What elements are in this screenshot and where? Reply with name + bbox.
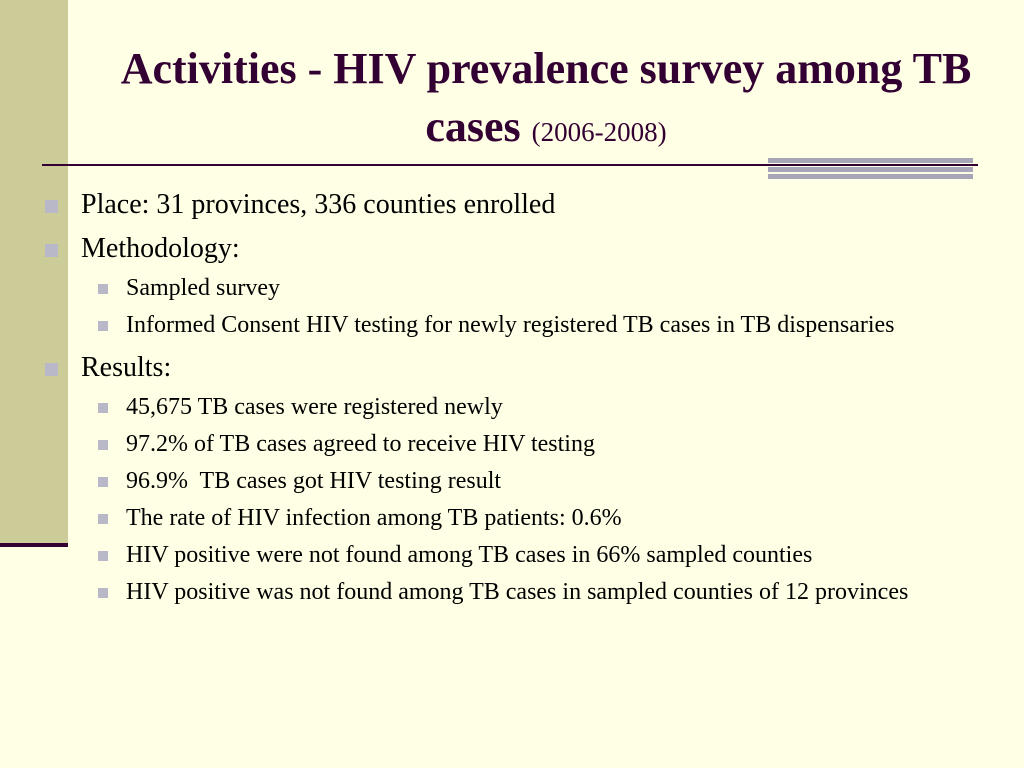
square-bullet-icon (98, 514, 108, 524)
accent-bar (768, 158, 973, 163)
sub-bullet-text: HIV positive were not found among TB cas… (126, 542, 813, 568)
square-bullet-icon (98, 321, 108, 331)
square-bullet-icon (98, 477, 108, 487)
bullet-results: Results: (44, 351, 994, 385)
slide-body: Place: 31 provinces, 336 counties enroll… (44, 178, 994, 612)
sub-bullet-text: 45,675 TB cases were registered newly (126, 394, 503, 420)
sub-bullet: HIV positive was not found among TB case… (44, 576, 986, 608)
square-bullet-icon (45, 363, 58, 376)
bullet-text: Results: (81, 352, 172, 383)
sub-bullet-text: Informed Consent HIV testing for newly r… (126, 312, 895, 338)
bullet-place: Place: 31 provinces, 336 counties enroll… (44, 188, 994, 222)
side-band (0, 0, 68, 545)
sub-bullet: 96.9% TB cases got HIV testing result (44, 465, 986, 497)
square-bullet-icon (98, 403, 108, 413)
methodology-sublist: Sampled survey Informed Consent HIV test… (44, 272, 994, 341)
square-bullet-icon (45, 200, 58, 213)
sub-bullet: The rate of HIV infection among TB patie… (44, 502, 986, 534)
square-bullet-icon (98, 284, 108, 294)
sub-bullet: Informed Consent HIV testing for newly r… (44, 309, 986, 341)
square-bullet-icon (98, 440, 108, 450)
accent-bar (768, 167, 973, 172)
sub-bullet-text: 96.9% TB cases got HIV testing result (126, 468, 502, 494)
sub-bullet-text: 97.2% of TB cases agreed to receive HIV … (126, 431, 595, 457)
sub-bullet: HIV positive were not found among TB cas… (44, 539, 986, 571)
bullet-text: Methodology: (81, 233, 240, 264)
bullet-text: Place: 31 provinces, 336 counties enroll… (81, 189, 556, 220)
sub-bullet-text: The rate of HIV infection among TB patie… (126, 505, 622, 531)
title-main: Activities - HIV prevalence survey among… (120, 44, 972, 151)
square-bullet-icon (98, 588, 108, 598)
side-rule (0, 543, 68, 547)
accent-bar (768, 174, 973, 179)
sub-bullet-text: HIV positive was not found among TB case… (126, 579, 909, 605)
title-date-range: (2006-2008) (531, 117, 667, 147)
results-sublist: 45,675 TB cases were registered newly 97… (44, 391, 994, 608)
slide-title: Activities - HIV prevalence survey among… (68, 40, 1024, 161)
square-bullet-icon (98, 551, 108, 561)
sub-bullet-text: Sampled survey (126, 275, 280, 301)
title-rule (42, 164, 978, 166)
bullet-methodology: Methodology: (44, 232, 994, 266)
square-bullet-icon (45, 244, 58, 257)
sub-bullet: 97.2% of TB cases agreed to receive HIV … (44, 428, 986, 460)
sub-bullet: Sampled survey (44, 272, 986, 304)
sub-bullet: 45,675 TB cases were registered newly (44, 391, 986, 423)
